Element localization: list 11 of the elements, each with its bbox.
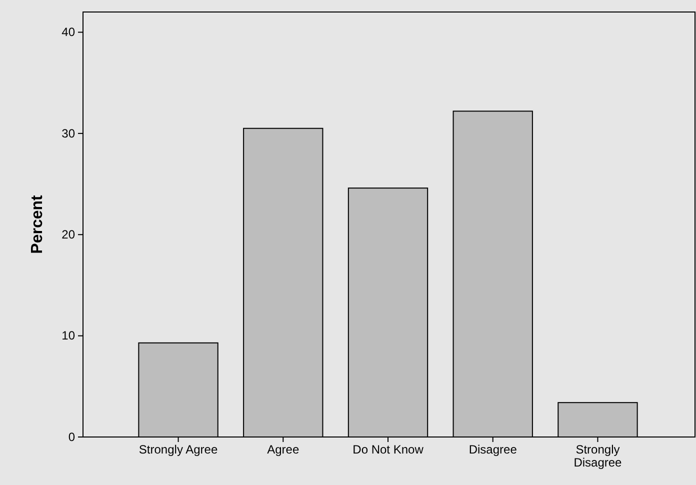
x-tick-label: Disagree <box>468 442 518 457</box>
x-tick-label: Agree <box>267 442 300 457</box>
y-tick-label: 0 <box>68 430 76 444</box>
x-tick-label: Do Not Know <box>352 442 424 457</box>
y-tick-label: 20 <box>62 227 76 242</box>
x-tick-label: Strongly Agree <box>138 442 218 457</box>
y-axis-title: Percent <box>29 194 46 254</box>
y-tick-label: 40 <box>62 25 76 40</box>
y-tick-label: 30 <box>62 126 76 140</box>
x-tick-label: Strongly Disagree <box>574 442 622 470</box>
y-tick-label: 10 <box>62 328 76 343</box>
